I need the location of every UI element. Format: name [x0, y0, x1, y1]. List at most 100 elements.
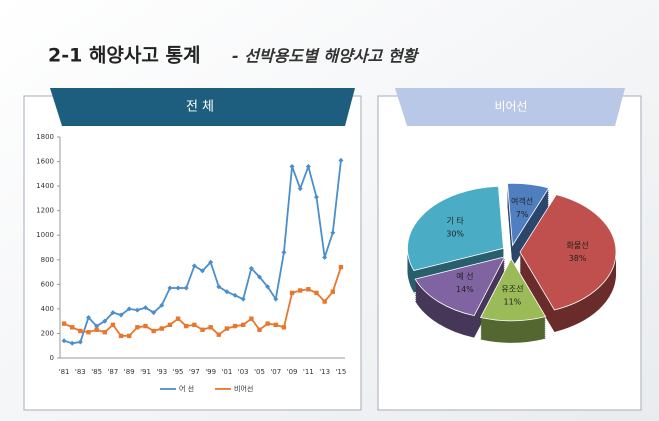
x-tick-label: '85 — [91, 368, 102, 376]
point — [200, 327, 205, 332]
point — [281, 325, 287, 330]
point — [143, 305, 148, 311]
y-tick-label: 1000 — [36, 231, 54, 239]
point — [192, 322, 197, 328]
y-tick-label: 1800 — [36, 133, 54, 141]
point — [248, 265, 254, 271]
y-tick-label: 400 — [41, 305, 54, 313]
point — [86, 314, 91, 320]
point — [322, 299, 327, 304]
slice-label: 여객선 — [511, 196, 533, 206]
slice-label: 예 선 — [456, 271, 473, 281]
point — [297, 186, 303, 192]
title: 2-1 해양사고 통계 — [48, 45, 200, 67]
y-tick-label: 800 — [41, 256, 54, 264]
point — [118, 312, 124, 318]
point — [265, 321, 270, 326]
point — [175, 316, 181, 321]
slice-label: 기 타 — [447, 217, 465, 226]
point — [78, 328, 83, 334]
point — [338, 157, 344, 163]
x-tick-label: '09 — [287, 368, 298, 376]
x-tick-label: '15 — [336, 368, 347, 376]
x-tick-label: '93 — [156, 368, 167, 376]
left-header-text: 전 체 — [186, 100, 214, 115]
x-tick-label: '95 — [173, 368, 184, 376]
point — [135, 325, 140, 330]
point — [306, 287, 311, 292]
x-tick-label: '05 — [254, 368, 265, 376]
point — [102, 318, 108, 324]
point — [110, 322, 116, 328]
point — [77, 339, 83, 345]
y-tick-label: 200 — [41, 329, 54, 337]
point — [289, 290, 295, 296]
point — [298, 288, 303, 293]
point — [273, 322, 278, 328]
y-tick-label: 1200 — [36, 207, 54, 215]
point — [167, 322, 173, 328]
point — [127, 333, 132, 339]
point — [314, 290, 319, 296]
x-tick-label: '87 — [108, 368, 119, 376]
point — [232, 292, 238, 298]
point — [61, 338, 67, 344]
slice-value: 7% — [516, 210, 529, 219]
point — [338, 264, 344, 270]
y-tick-label: 1400 — [36, 182, 54, 190]
point — [330, 230, 336, 236]
point — [265, 284, 271, 290]
point — [224, 326, 230, 331]
left-header — [50, 88, 355, 126]
point — [241, 322, 246, 328]
x-tick-label: '91 — [140, 368, 151, 376]
y-tick-label: 0 — [50, 354, 54, 362]
point — [86, 330, 91, 335]
point — [289, 163, 295, 169]
slice — [414, 256, 506, 317]
point — [134, 307, 140, 313]
point — [183, 285, 189, 291]
point — [70, 325, 75, 330]
y-tick-label: 1600 — [36, 158, 54, 166]
slice-value: 11% — [504, 297, 522, 306]
point — [94, 327, 99, 332]
point — [102, 330, 107, 335]
slice-label: 화물선 — [567, 241, 589, 250]
point — [216, 284, 222, 290]
point — [273, 296, 279, 302]
point — [159, 326, 164, 331]
point — [110, 310, 116, 316]
point — [322, 254, 328, 260]
y-tick-label: 600 — [41, 280, 54, 288]
x-tick-label: '03 — [238, 368, 249, 376]
x-tick-label: '07 — [270, 368, 281, 376]
slice-value: 30% — [446, 230, 464, 239]
point — [208, 325, 213, 330]
x-tick-label: '81 — [59, 368, 70, 376]
right-header — [395, 88, 625, 126]
x-tick-label: '13 — [319, 368, 330, 376]
point — [257, 327, 262, 332]
slice — [407, 185, 504, 272]
slice-value: 14% — [456, 285, 474, 294]
point — [216, 332, 221, 337]
point — [69, 340, 75, 346]
point — [249, 316, 254, 321]
x-tick-label: '97 — [189, 368, 200, 376]
point — [159, 302, 165, 308]
right-header-text: 비어선 — [494, 100, 527, 114]
point — [208, 259, 214, 265]
point — [191, 263, 197, 269]
point — [184, 323, 189, 329]
point — [175, 285, 181, 291]
point — [94, 323, 100, 329]
x-tick-label: '83 — [75, 368, 86, 376]
point — [314, 194, 319, 200]
subtitle: - 선박용도별 해양사고 현황 — [232, 47, 420, 66]
slice-value: 38% — [569, 254, 587, 263]
point — [151, 310, 157, 316]
point — [240, 296, 246, 302]
legend-label: 비어선 — [234, 384, 253, 393]
